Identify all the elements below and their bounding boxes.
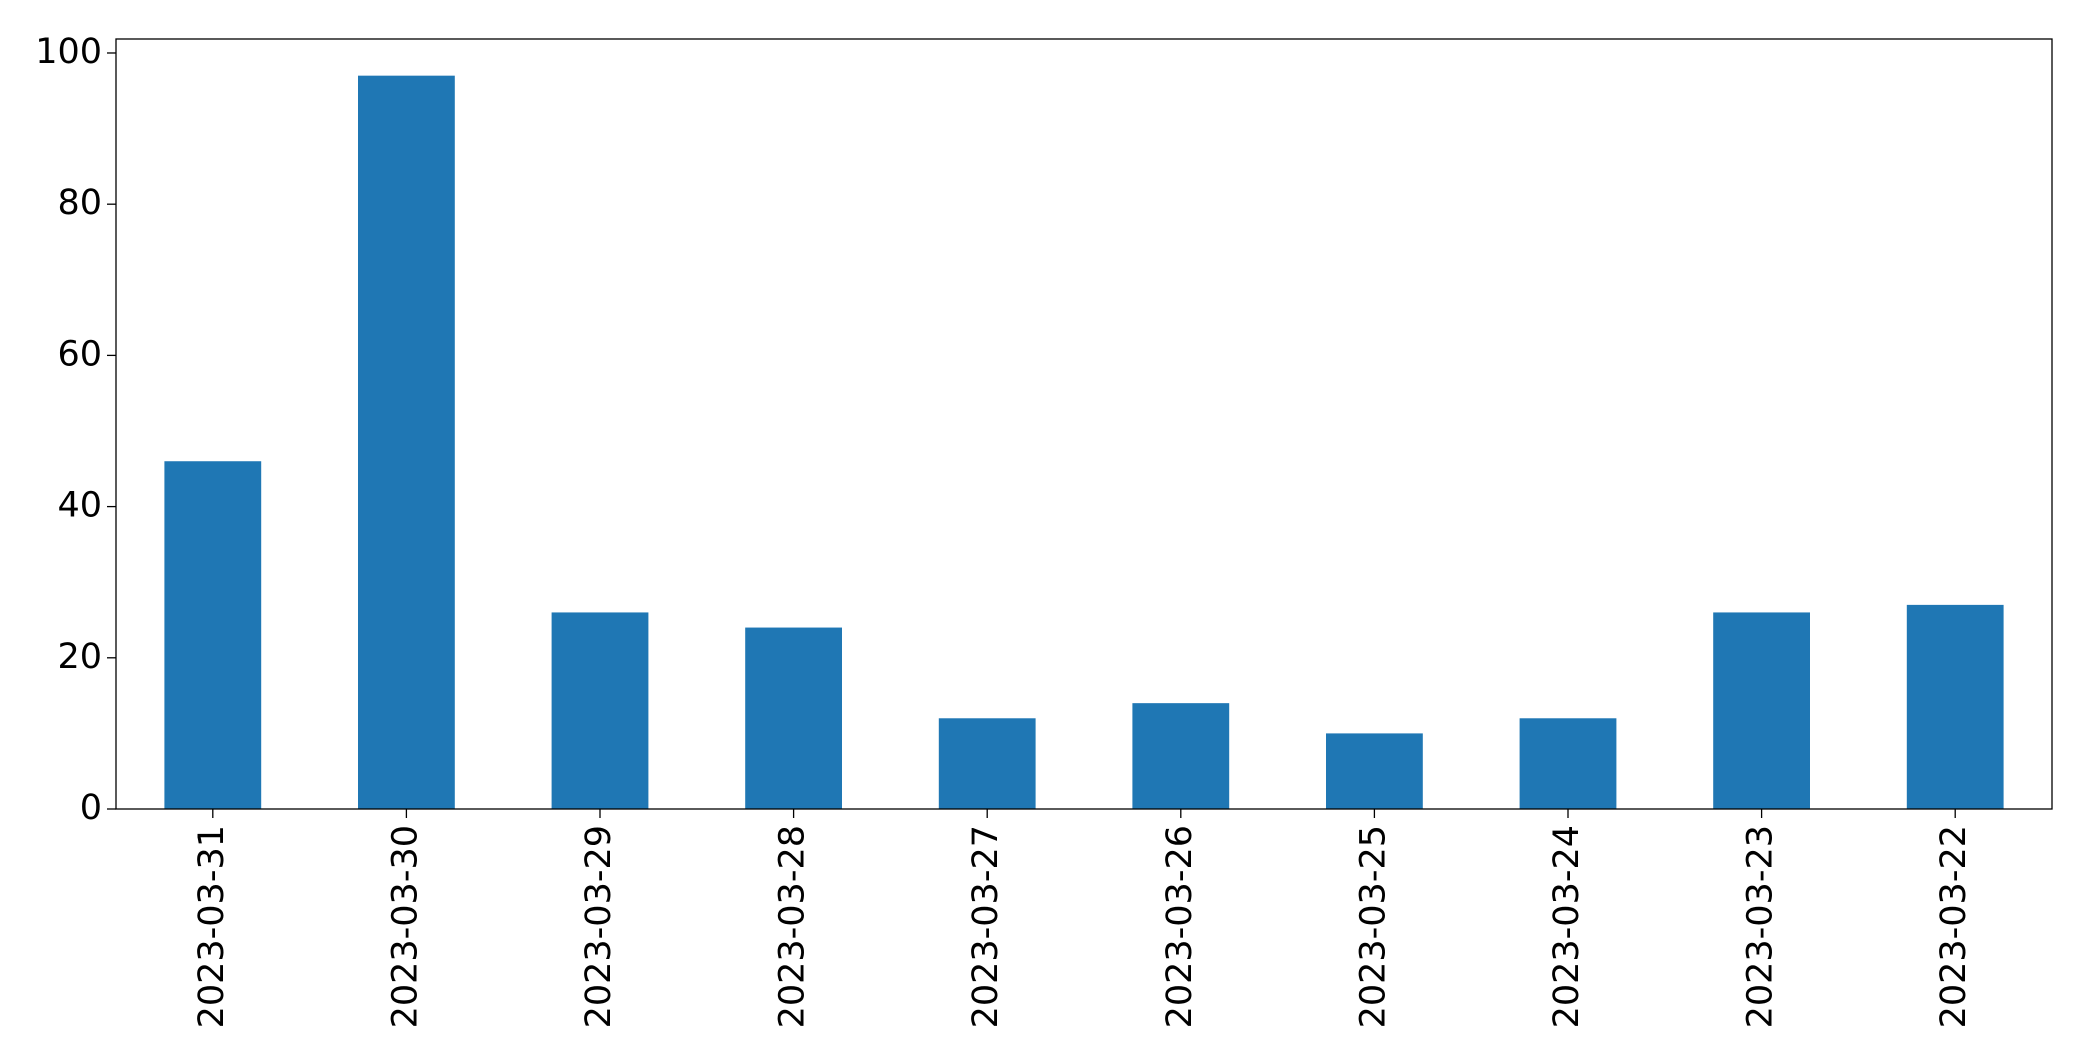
bar [1326, 733, 1423, 809]
bar [164, 461, 262, 809]
x-tick-label: 2023-03-31 [192, 825, 232, 1028]
bar [745, 627, 842, 809]
bar [1519, 718, 1617, 809]
y-tick-label: 20 [57, 637, 102, 677]
x-tick-label: 2023-03-24 [1547, 825, 1587, 1028]
bar [358, 75, 455, 809]
bar [1132, 703, 1230, 809]
x-tick-label: 2023-03-28 [773, 825, 813, 1028]
bar [1713, 612, 1810, 809]
bar [551, 612, 649, 809]
bar [1906, 604, 2004, 809]
x-tick-label: 2023-03-23 [1741, 825, 1781, 1028]
y-tick-label: 40 [57, 486, 102, 526]
y-tick-label: 100 [35, 32, 102, 72]
x-tick-label: 2023-03-22 [1934, 825, 1974, 1028]
y-tick-label: 0 [80, 788, 102, 828]
x-tick-label: 2023-03-27 [966, 825, 1006, 1028]
plot-frame [115, 38, 2053, 810]
bar [938, 718, 1036, 809]
x-tick-label: 2023-03-26 [1160, 825, 1200, 1028]
x-tick-label: 2023-03-25 [1353, 825, 1393, 1028]
x-tick-label: 2023-03-30 [385, 825, 425, 1028]
y-tick-label: 80 [57, 183, 102, 223]
x-tick-label: 2023-03-29 [579, 825, 619, 1028]
y-tick-label: 60 [57, 334, 102, 374]
